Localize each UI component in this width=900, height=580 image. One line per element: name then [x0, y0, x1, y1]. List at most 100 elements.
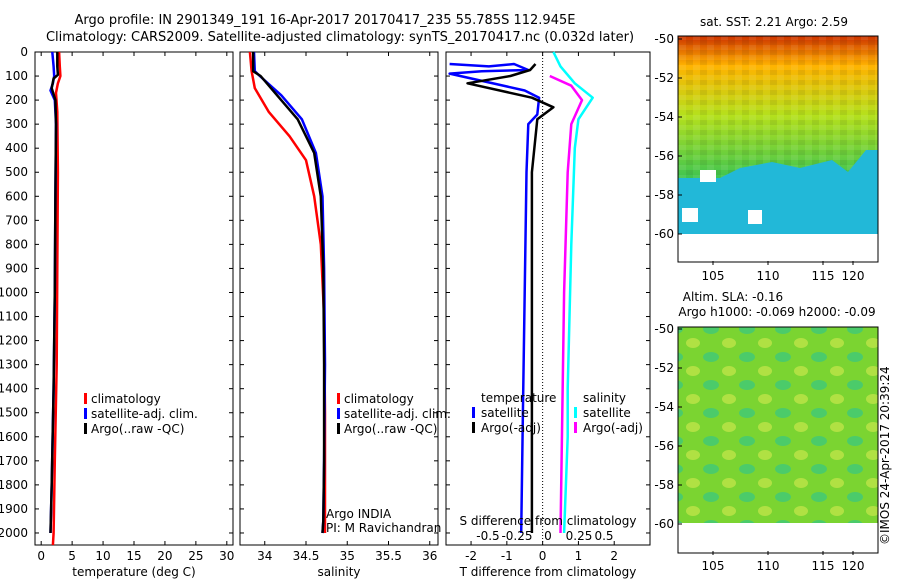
depth-tick-label: 2000: [0, 526, 28, 540]
legend-swatch-climatology: [337, 393, 340, 404]
s-difference-label: S difference from climatology: [460, 514, 637, 528]
x-tick-label: 30: [219, 549, 234, 563]
x-axis-label: T difference from climatology: [459, 565, 637, 579]
x-tick-label: 20: [157, 549, 172, 563]
x-tick-label: 35: [340, 549, 355, 563]
figure-title-line2: Climatology: CARS2009. Satellite-adjuste…: [46, 30, 634, 45]
salinity-panel: 34 34.5 35 35.5 36 salinity: [239, 51, 439, 579]
sst-map-title: sat. SST: 2.21 Argo: 2.59: [700, 15, 848, 29]
sst-missing-data: [748, 210, 762, 224]
map-x-tick-label: 105: [702, 269, 725, 283]
depth-tick-label: 1300: [0, 358, 28, 372]
legend-swatch-satellite: [337, 408, 340, 419]
legend-swatch-sal-satellite: [574, 407, 577, 418]
legend-title-salinity: salinity: [583, 391, 626, 405]
legend-temp-argo: Argo(-adj): [481, 421, 541, 435]
legend-climatology: climatology: [91, 392, 161, 406]
depth-tick-label: 1100: [0, 310, 28, 324]
depth-tick-label: 500: [5, 165, 28, 179]
figure-title-line1: Argo profile: IN 2901349_191 16-Apr-2017…: [75, 13, 576, 28]
s-tick-label: 0: [544, 529, 552, 543]
depth-tick-label: 800: [5, 237, 28, 251]
sst-map: sat. SST: 2.21 Argo: 2.59 -50-52-54-56-5…: [654, 15, 879, 283]
difference-panel: -2 -1 0 1 2 T difference from climatology: [445, 51, 651, 579]
sst-missing-data: [700, 170, 716, 182]
map-y-tick-label: -50: [654, 322, 674, 336]
map-y-tick-label: -56: [654, 439, 674, 453]
x-tick-label: 2: [610, 549, 618, 563]
series-line-argo-raw-qc-: [251, 52, 326, 534]
legend-swatch-satellite: [84, 408, 87, 419]
temperature-legend: climatology satellite-adj. clim. Argo(..…: [84, 392, 198, 436]
plot-frame: [445, 51, 651, 546]
s-tick-label: 0.5: [594, 529, 613, 543]
x-tick-label: 0: [37, 549, 45, 563]
series-line-salinity-argo-adj-: [549, 74, 584, 534]
sla-map-title-line2: Argo h1000: -0.069 h2000: -0.09: [678, 305, 875, 319]
sla-map-title-line1: Altim. SLA: -0.16: [683, 290, 783, 304]
sla-texture: [678, 327, 878, 523]
x-tick-label: -2: [465, 549, 477, 563]
legend-sal-satellite: satellite: [583, 406, 631, 420]
sst-map-axes: -50 -52 -54 -56 -58 -60 105 110 115 120: [654, 32, 864, 283]
map-y-tick-label: -60: [654, 517, 674, 531]
legend-swatch-climatology: [84, 393, 87, 404]
map-x-tick-label: 120: [842, 559, 865, 573]
series-line-satellite-adj-clim-: [252, 51, 327, 534]
map-x-tick-label: 110: [757, 269, 780, 283]
series-line-temperature-satellite: [448, 62, 541, 534]
pi-label: PI: M Ravichandran: [326, 521, 441, 535]
x-tick-label: 5: [68, 549, 76, 563]
map-y-tick-label: -54: [654, 110, 674, 124]
map-y-tick-label: -60: [654, 227, 674, 241]
depth-tick-label: 600: [5, 189, 28, 203]
depth-tick-label: 1000: [0, 285, 28, 299]
depth-tick-label: 300: [5, 117, 28, 131]
depth-axis: 0 100 200 300 400 500 600 700 800 900 1000 1100 1200…: [0, 45, 28, 540]
x-tick-label: 0: [539, 549, 547, 563]
depth-tick-label: 100: [5, 69, 28, 83]
depth-tick-label: 1400: [0, 382, 28, 396]
x-tick-label: 35.5: [375, 549, 402, 563]
map-y-tick-label: -54: [654, 400, 674, 414]
x-axis-label: temperature (deg C): [72, 565, 195, 579]
x-tick-label: 34.5: [293, 549, 320, 563]
s-tick-label: -0.5: [476, 529, 499, 543]
salinity-legend: climatology satellite-adj. clim. Argo(..…: [326, 392, 451, 535]
series-line-climatology: [51, 51, 62, 546]
sst-missing-data: [682, 208, 698, 222]
legend-satellite-adj: satellite-adj. clim.: [91, 407, 198, 421]
map-x-tick-label: 120: [842, 269, 865, 283]
legend-temp-satellite: satellite: [481, 406, 529, 420]
x-tick-label: 25: [188, 549, 203, 563]
sla-map-axes: -50 -52 -54 -56 -58 -60 105 110 115 120: [654, 322, 864, 573]
map-x-tick-label: 115: [812, 559, 835, 573]
depth-tick-label: 1700: [0, 454, 28, 468]
x-tick-label: 34: [257, 549, 272, 563]
depth-tick-label: 700: [5, 213, 28, 227]
sst-map-frame: [677, 35, 879, 263]
legend-argo: Argo(..raw -QC): [344, 422, 437, 436]
argo-program-label: Argo INDIA: [326, 507, 392, 521]
series-line-temperature-argo-adj-: [466, 63, 555, 533]
plot-frame: [239, 51, 439, 546]
map-y-tick-label: -58: [654, 188, 674, 202]
map-y-tick-label: -52: [654, 71, 674, 85]
x-tick-label: 1: [575, 549, 583, 563]
legend-swatch-temp-satellite: [472, 407, 475, 418]
temperature-panel: 0 5 10 15 20 25 30 temperature (deg C): [34, 51, 234, 579]
depth-tick-label: 1200: [0, 334, 28, 348]
map-x-tick-label: 115: [812, 269, 835, 283]
s-tick-label: 0.25: [566, 529, 593, 543]
x-axis-label: salinity: [317, 565, 360, 579]
map-x-tick-label: 105: [702, 559, 725, 573]
s-tick-label: -0.25: [501, 529, 532, 543]
x-tick-label: 36: [422, 549, 437, 563]
legend-swatch-sal-argo: [574, 422, 577, 433]
sst-cold-region: [678, 150, 878, 234]
series-line-climatology: [248, 51, 327, 533]
legend-satellite-adj: satellite-adj. clim.: [344, 407, 451, 421]
map-y-tick-label: -50: [654, 32, 674, 46]
plot-frame: [34, 51, 234, 546]
sla-map: Altim. SLA: -0.16 Argo h1000: -0.069 h20…: [654, 290, 879, 573]
